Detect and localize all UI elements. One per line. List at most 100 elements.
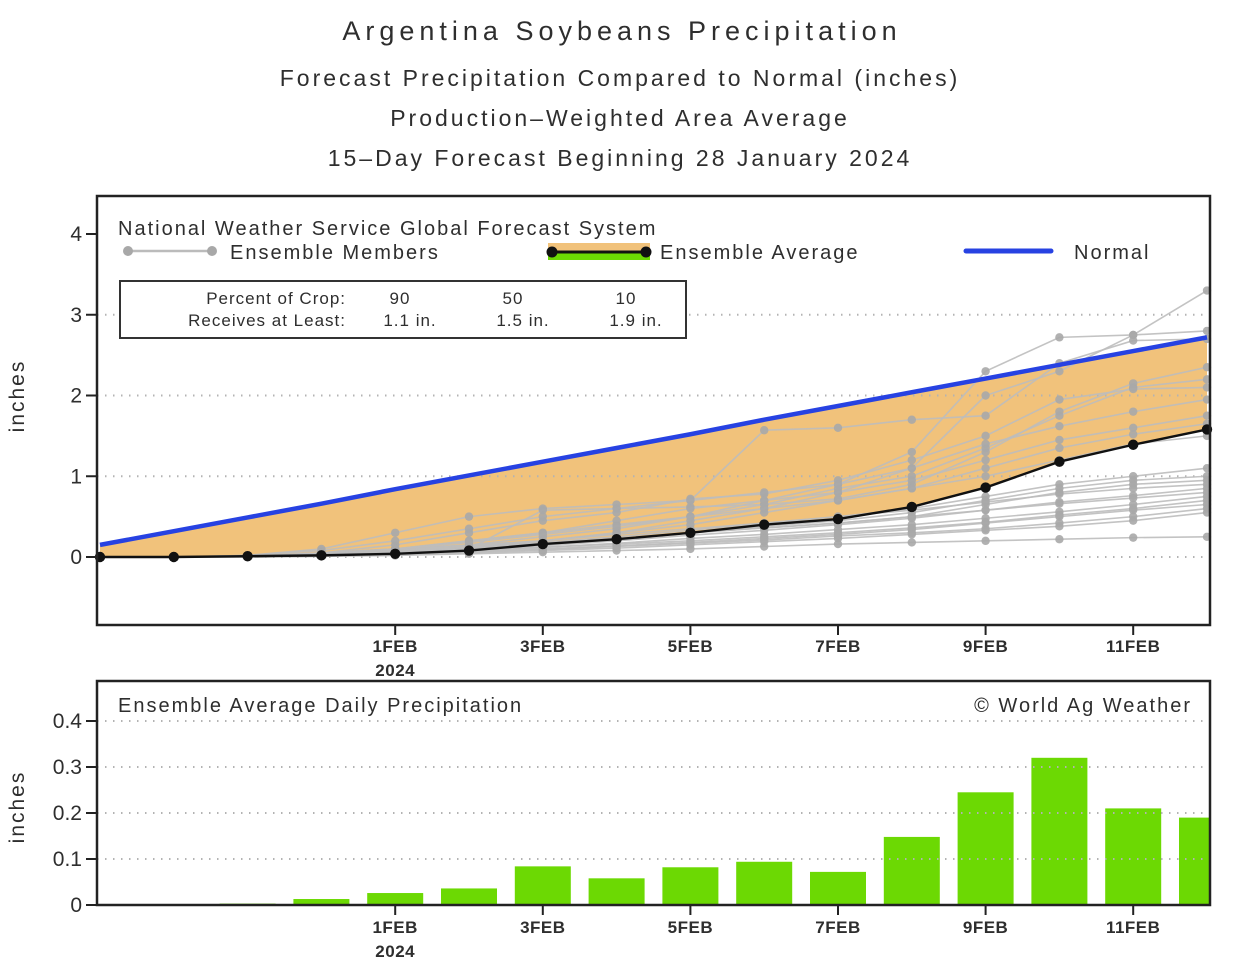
page-subtitle-3: 15–Day Forecast Beginning 28 January 202… — [328, 145, 913, 171]
daily-precip-bar — [736, 861, 793, 905]
normal-average-band-fill — [100, 337, 1207, 557]
x-tick-label: 11FEB — [1106, 918, 1160, 937]
daily-precip-bar — [957, 792, 1014, 905]
ensemble-members-swatch-dot — [123, 246, 133, 256]
ensemble-average-dot — [316, 550, 327, 561]
ensemble-member-dot — [760, 426, 769, 435]
legend-label-normal: Normal — [1074, 242, 1150, 264]
ensemble-member-dot — [907, 463, 916, 473]
ensemble-member-dot — [686, 504, 695, 513]
y-tick-label: 2 — [70, 385, 82, 408]
x-tick-label: 9FEB — [963, 918, 1008, 937]
y-tick-label: 3 — [70, 304, 82, 327]
top-chart-y-axis-label: inches — [6, 360, 29, 433]
ensemble-member-dot — [907, 484, 916, 493]
ensemble-member-dot — [538, 512, 547, 521]
ensemble-member-dot — [907, 476, 916, 485]
ensemble-member-dot — [833, 488, 843, 497]
ensemble-member-dot — [1055, 489, 1064, 499]
ensemble-member-dot — [907, 538, 916, 547]
daily-precip-bar — [293, 899, 350, 905]
ensemble-member-dot — [1055, 333, 1064, 342]
ensemble-member-dot — [981, 367, 990, 376]
ensemble-average-dot — [168, 551, 179, 563]
ensemble-member-dot — [907, 455, 916, 465]
y-tick-label: 0.1 — [53, 848, 82, 871]
y-tick-label: 4 — [70, 223, 82, 246]
ensemble-member-dot — [833, 480, 843, 489]
ensemble-member-dot — [981, 536, 990, 546]
ensemble-member-dot — [833, 423, 843, 432]
ensemble-member-dot — [538, 547, 547, 557]
ensemble-member-dot — [833, 496, 843, 505]
x-tick-year: 2024 — [375, 661, 415, 680]
legend-label-ensemble-average: Ensemble Average — [660, 242, 860, 264]
x-tick-label: 7FEB — [815, 637, 860, 656]
ensemble-member-dot — [1055, 411, 1064, 420]
daily-precip-bar — [514, 866, 571, 905]
normal-line — [99, 335, 1208, 548]
ensemble-average-dot — [537, 538, 548, 550]
ensemble-member-dot — [1055, 367, 1064, 376]
y-tick-label: 0 — [70, 546, 82, 569]
ensemble-member-dot — [1129, 430, 1138, 439]
percent-box-p10: 10 — [616, 289, 637, 308]
y-tick-label: 0.4 — [53, 710, 83, 733]
ensemble-average-dot — [1054, 456, 1065, 467]
percent-box-a10: 1.9 in. — [609, 311, 662, 330]
daily-precip-bar — [1031, 757, 1088, 905]
ensemble-member-dot — [981, 463, 990, 473]
page-title: Argentina Soybeans Precipitation — [342, 16, 901, 46]
ensemble-average-dot — [685, 527, 696, 538]
ensemble-average-swatch-green — [548, 252, 650, 260]
daily-precip-bar — [662, 867, 719, 905]
ensemble-member-line — [100, 398, 1208, 558]
daily-precip-bar — [588, 878, 645, 905]
y-tick-label: 0.2 — [53, 802, 82, 825]
ensemble-member-dot — [1055, 522, 1064, 531]
bottom-chart-axes: 0 0.1 0.2 0.3 0.4 1FEB 2024 3FEB 5FEB 7FEB 9FEB 11F… — [53, 710, 1160, 961]
ensemble-member-dot — [1055, 535, 1064, 544]
x-tick-year: 2024 — [375, 942, 415, 961]
ensemble-member-dot — [907, 512, 916, 521]
percent-box-a50: 1.5 in. — [496, 311, 549, 330]
percent-box-row1-label: Percent of Crop: — [206, 289, 346, 308]
ensemble-member-dot — [538, 505, 547, 515]
x-tick-label: 7FEB — [815, 918, 860, 937]
ensemble-member-dot — [981, 472, 990, 481]
ensemble-member-dot — [1129, 423, 1138, 432]
ensemble-member-dot — [1055, 395, 1064, 404]
ensemble-member-dot — [1129, 516, 1138, 525]
ensemble-member-dot — [981, 431, 990, 441]
ensemble-average-dot — [980, 482, 991, 493]
bars-group — [97, 757, 1210, 905]
ensemble-member-dot — [612, 522, 621, 531]
daily-precip-bar — [810, 871, 866, 905]
ensemble-average-dot — [390, 548, 401, 559]
bottom-chart-gridlines — [97, 720, 1210, 860]
daily-precip-bars — [97, 757, 1210, 905]
ensemble-member-dot — [538, 530, 547, 539]
x-tick-label: 1FEB — [372, 918, 417, 937]
page-subtitle-1: Forecast Precipitation Compared to Norma… — [280, 65, 960, 91]
ensemble-member-dot — [612, 546, 621, 555]
bottom-chart-y-axis-label: inches — [6, 771, 29, 844]
ensemble-member-dot — [760, 504, 769, 513]
daily-precip-bar — [367, 893, 424, 905]
daily-precip-bar — [883, 836, 940, 905]
x-tick-label: 1FEB — [372, 637, 417, 656]
ensemble-member-dot — [686, 496, 695, 505]
page-subtitle-2: Production–Weighted Area Average — [390, 105, 850, 131]
percent-box-row2-label: Receives at Least: — [188, 311, 346, 330]
daily-precip-bar — [1179, 817, 1210, 905]
top-chart-axes: 0 1 2 3 4 1FEB 2024 3FEB 5FEB 7FEB 9FEB 11FEB — [70, 223, 1160, 680]
ensemble-member-dot — [1129, 407, 1138, 416]
y-tick-label: 0.3 — [53, 756, 82, 779]
daily-precip-bar — [441, 888, 497, 905]
ensemble-member-dot — [760, 488, 769, 497]
ensemble-member-dot — [1129, 336, 1138, 345]
ensemble-member-dot — [686, 544, 695, 554]
ensemble-average-dot — [242, 550, 253, 562]
